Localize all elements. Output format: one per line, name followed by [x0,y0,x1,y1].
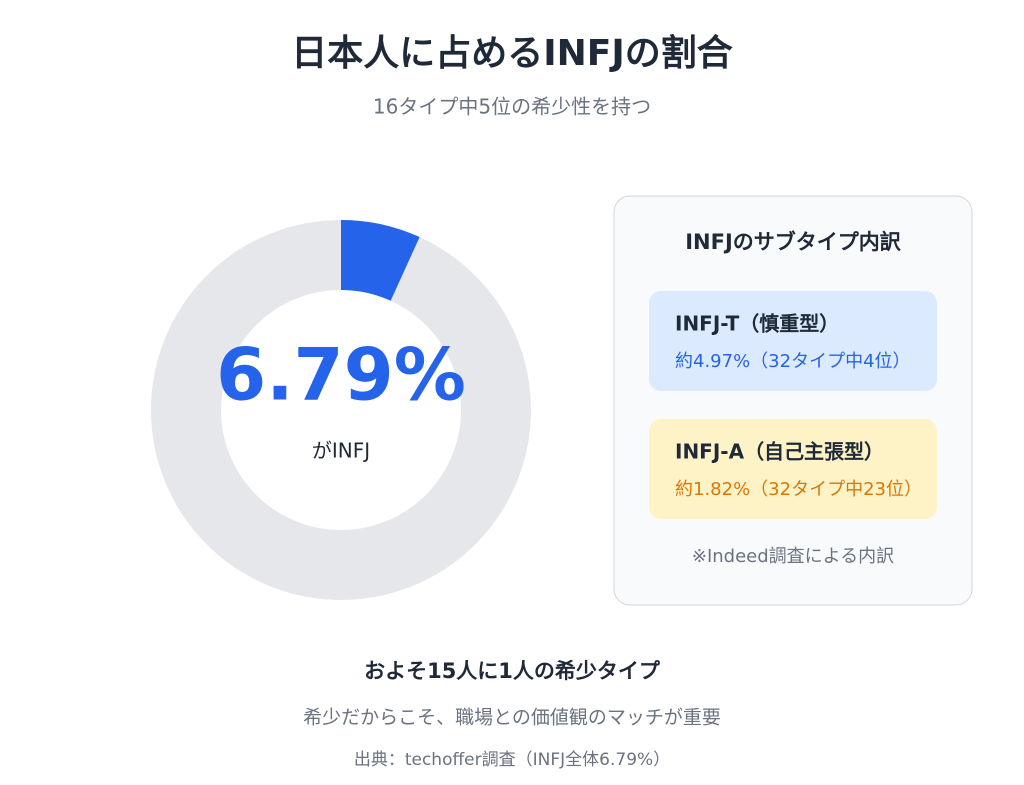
subtype-detail: 約4.97%（32タイプ中4位） [675,351,911,372]
panel-note: ※Indeed調査による内訳 [692,546,894,567]
center-value: 6.79% [216,333,466,417]
subtype-box [649,419,937,519]
donut-segment [341,220,420,301]
footer-text: 希少だからこそ、職場との価値観のマッチが重要 [303,707,721,729]
footer-headline: およそ15人に1人の希少タイプ [364,659,661,683]
panel [613,195,973,606]
panel-title: INFJのサブタイプ内訳 [685,230,902,254]
subtype-detail: 約1.82%（32タイプ中23位） [675,479,922,500]
subtype-name: INFJ-T（慎重型） [675,312,839,336]
subtitle: 16タイプ中5位の希少性を持つ [373,95,651,119]
title: 日本人に占めるINFJの割合 [291,33,733,74]
subtype-name: INFJ-A（自己主張型） [675,440,884,464]
subtype-box [649,291,937,391]
center-caption: がINFJ [312,439,370,463]
footer-source: 出典：techoffer調査（INFJ全体6.79%） [354,750,670,770]
